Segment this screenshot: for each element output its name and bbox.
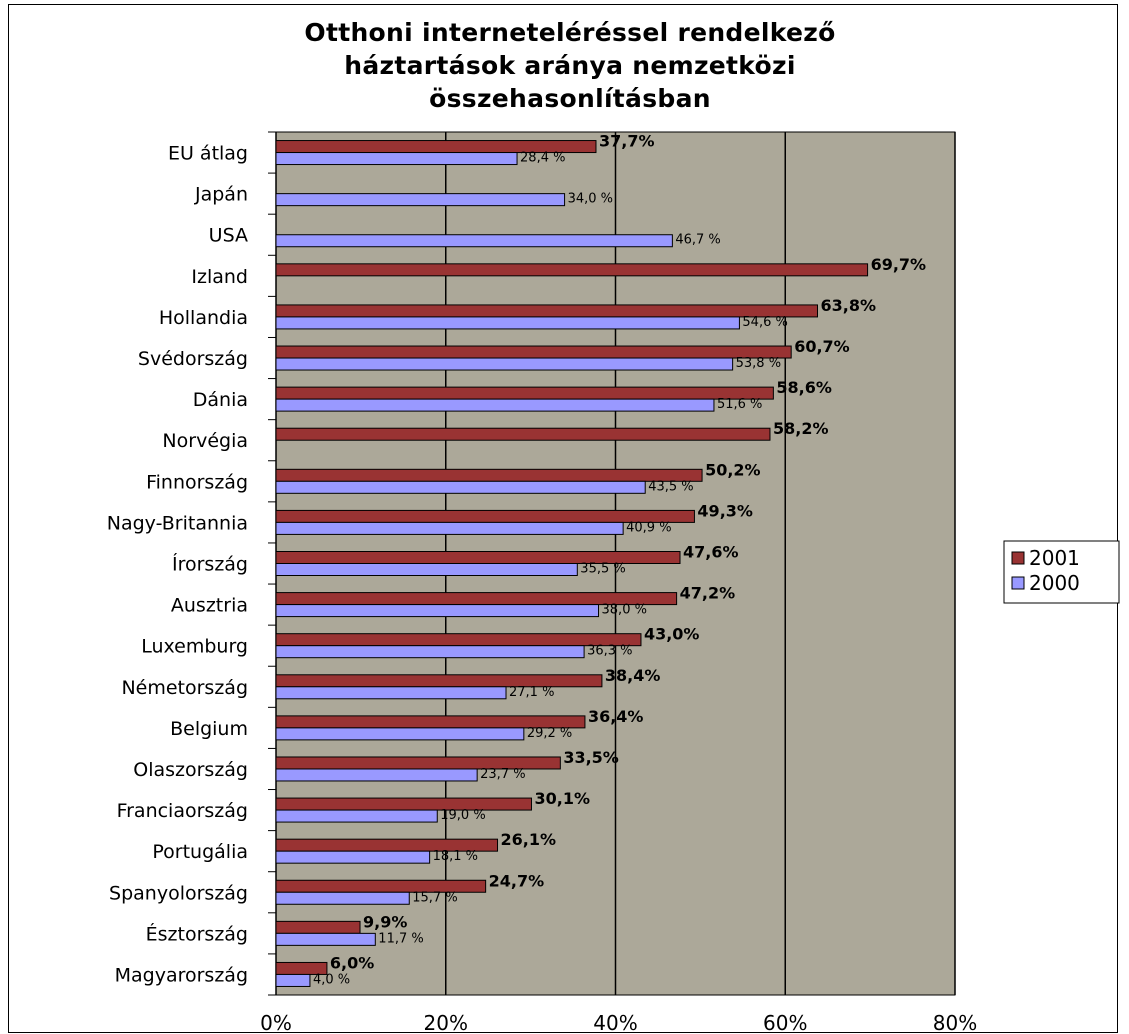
category-label: Németország	[121, 677, 248, 699]
category-label: Nagy-Britannia	[107, 512, 248, 534]
bar-2000	[275, 809, 438, 823]
data-label-2001: 50,2%	[705, 460, 761, 479]
bar-2000	[275, 316, 740, 330]
bar-2000	[275, 932, 376, 946]
bar-2000	[275, 521, 624, 535]
bar-2000	[275, 768, 478, 782]
data-label-2001: 26,1%	[501, 830, 557, 849]
data-label-2001: 24,7%	[489, 871, 545, 890]
bar-2000	[275, 727, 525, 741]
bar-2000	[275, 152, 518, 166]
category-label: Dánia	[193, 389, 248, 411]
x-tick-label: 20%	[424, 1011, 468, 1034]
bar-2001	[275, 304, 819, 318]
data-label-2001: 58,6%	[776, 378, 832, 397]
bar-2000	[275, 563, 578, 576]
category-label: USA	[209, 225, 248, 247]
x-tick-label: 60%	[763, 1011, 807, 1034]
legend-swatch-2000	[1011, 576, 1025, 590]
bar-2001	[275, 427, 771, 441]
data-label-2001: 47,6%	[683, 543, 739, 562]
data-label-2001: 69,7%	[871, 255, 927, 274]
data-label-2001: 47,2%	[680, 584, 736, 603]
bar-2000	[275, 604, 600, 618]
data-label-2000: 53,8 %	[736, 356, 781, 371]
data-label-2001: 9,9%	[363, 912, 407, 931]
data-label-2000: 15,7 %	[412, 890, 457, 905]
category-label: Franciaország	[117, 800, 248, 822]
data-label-2000: 29,2 %	[527, 726, 572, 741]
data-label-2000: 27,1 %	[509, 685, 554, 700]
data-label-2001: 38,4%	[605, 666, 661, 685]
category-label: Norvégia	[162, 430, 248, 452]
category-label: Japán	[194, 184, 248, 206]
data-label-2000: 34,0 %	[568, 192, 613, 207]
data-label-2000: 19,0 %	[440, 808, 485, 823]
data-label-2000: 36,3 %	[587, 644, 632, 659]
data-label-2001: 43,0%	[644, 625, 700, 644]
bar-2000	[275, 234, 673, 248]
bar-2000	[275, 645, 585, 659]
category-label: Luxemburg	[141, 636, 248, 658]
bar-2001	[275, 345, 792, 359]
data-label-2000: 51,6 %	[717, 397, 762, 412]
category-label: Belgium	[170, 718, 248, 740]
data-label-2001: 58,2%	[773, 419, 829, 438]
bar-2000	[275, 193, 566, 207]
category-label: Írország	[172, 553, 248, 576]
data-label-2001: 33,5%	[563, 748, 619, 767]
bar-2000	[275, 891, 410, 905]
legend-label-2001: 2001	[1029, 546, 1080, 570]
bar-2000	[275, 398, 715, 412]
bar-2001	[275, 468, 703, 482]
data-label-2000: 28,4 %	[520, 151, 565, 166]
data-label-2000: 38,0 %	[602, 603, 647, 618]
x-tick-label: 0%	[260, 1011, 292, 1034]
category-label: Svédország	[138, 348, 248, 370]
data-label-2001: 60,7%	[794, 337, 850, 356]
bar-2000	[275, 686, 507, 700]
data-label-2001: 6,0%	[330, 953, 374, 972]
bar-2000	[275, 850, 431, 864]
data-label-2000: 46,7 %	[675, 233, 720, 248]
bar-2000	[275, 480, 646, 494]
x-tick-label: 80%	[933, 1011, 977, 1034]
x-tick-label: 40%	[593, 1011, 637, 1034]
category-label: Finnország	[146, 471, 248, 493]
category-label: Izland	[191, 266, 248, 288]
bar-2001	[275, 797, 532, 811]
legend-swatch-2001	[1011, 551, 1025, 565]
data-label-2000: 11,7 %	[378, 931, 423, 946]
data-label-2000: 35,5 %	[580, 562, 625, 577]
data-label-2000: 43,5 %	[648, 479, 693, 494]
category-label: Ausztria	[171, 595, 248, 617]
bar-2001	[275, 920, 361, 934]
category-label: Hollandia	[159, 307, 248, 329]
data-label-2000: 40,9 %	[626, 520, 671, 535]
data-label-2001: 37,7%	[599, 132, 655, 151]
data-label-2001: 63,8%	[821, 296, 877, 315]
data-label-2001: 36,4%	[588, 707, 644, 726]
category-label: Észtország	[146, 922, 248, 945]
category-label: Magyarország	[115, 964, 248, 986]
bar-2001	[275, 386, 774, 400]
data-label-2000: 4,0 %	[313, 972, 350, 987]
bar-2000	[275, 973, 311, 987]
category-label: EU átlag	[168, 143, 248, 165]
legend-label-2000: 2000	[1029, 571, 1080, 595]
bar-2001	[275, 263, 869, 277]
category-label: Olaszország	[133, 759, 248, 781]
legend-box	[1003, 540, 1120, 604]
data-label-2001: 49,3%	[697, 501, 753, 520]
chart-title: Otthoni interneteléréssel rendelkező ház…	[304, 18, 836, 113]
category-label: Spanyolország	[109, 882, 248, 904]
data-label-2001: 30,1%	[534, 789, 590, 808]
data-label-2000: 23,7 %	[480, 767, 525, 782]
data-label-2000: 18,1 %	[433, 849, 478, 864]
category-label: Portugália	[152, 841, 248, 863]
data-label-2000: 54,6 %	[742, 315, 787, 330]
bar-2000	[275, 357, 734, 371]
